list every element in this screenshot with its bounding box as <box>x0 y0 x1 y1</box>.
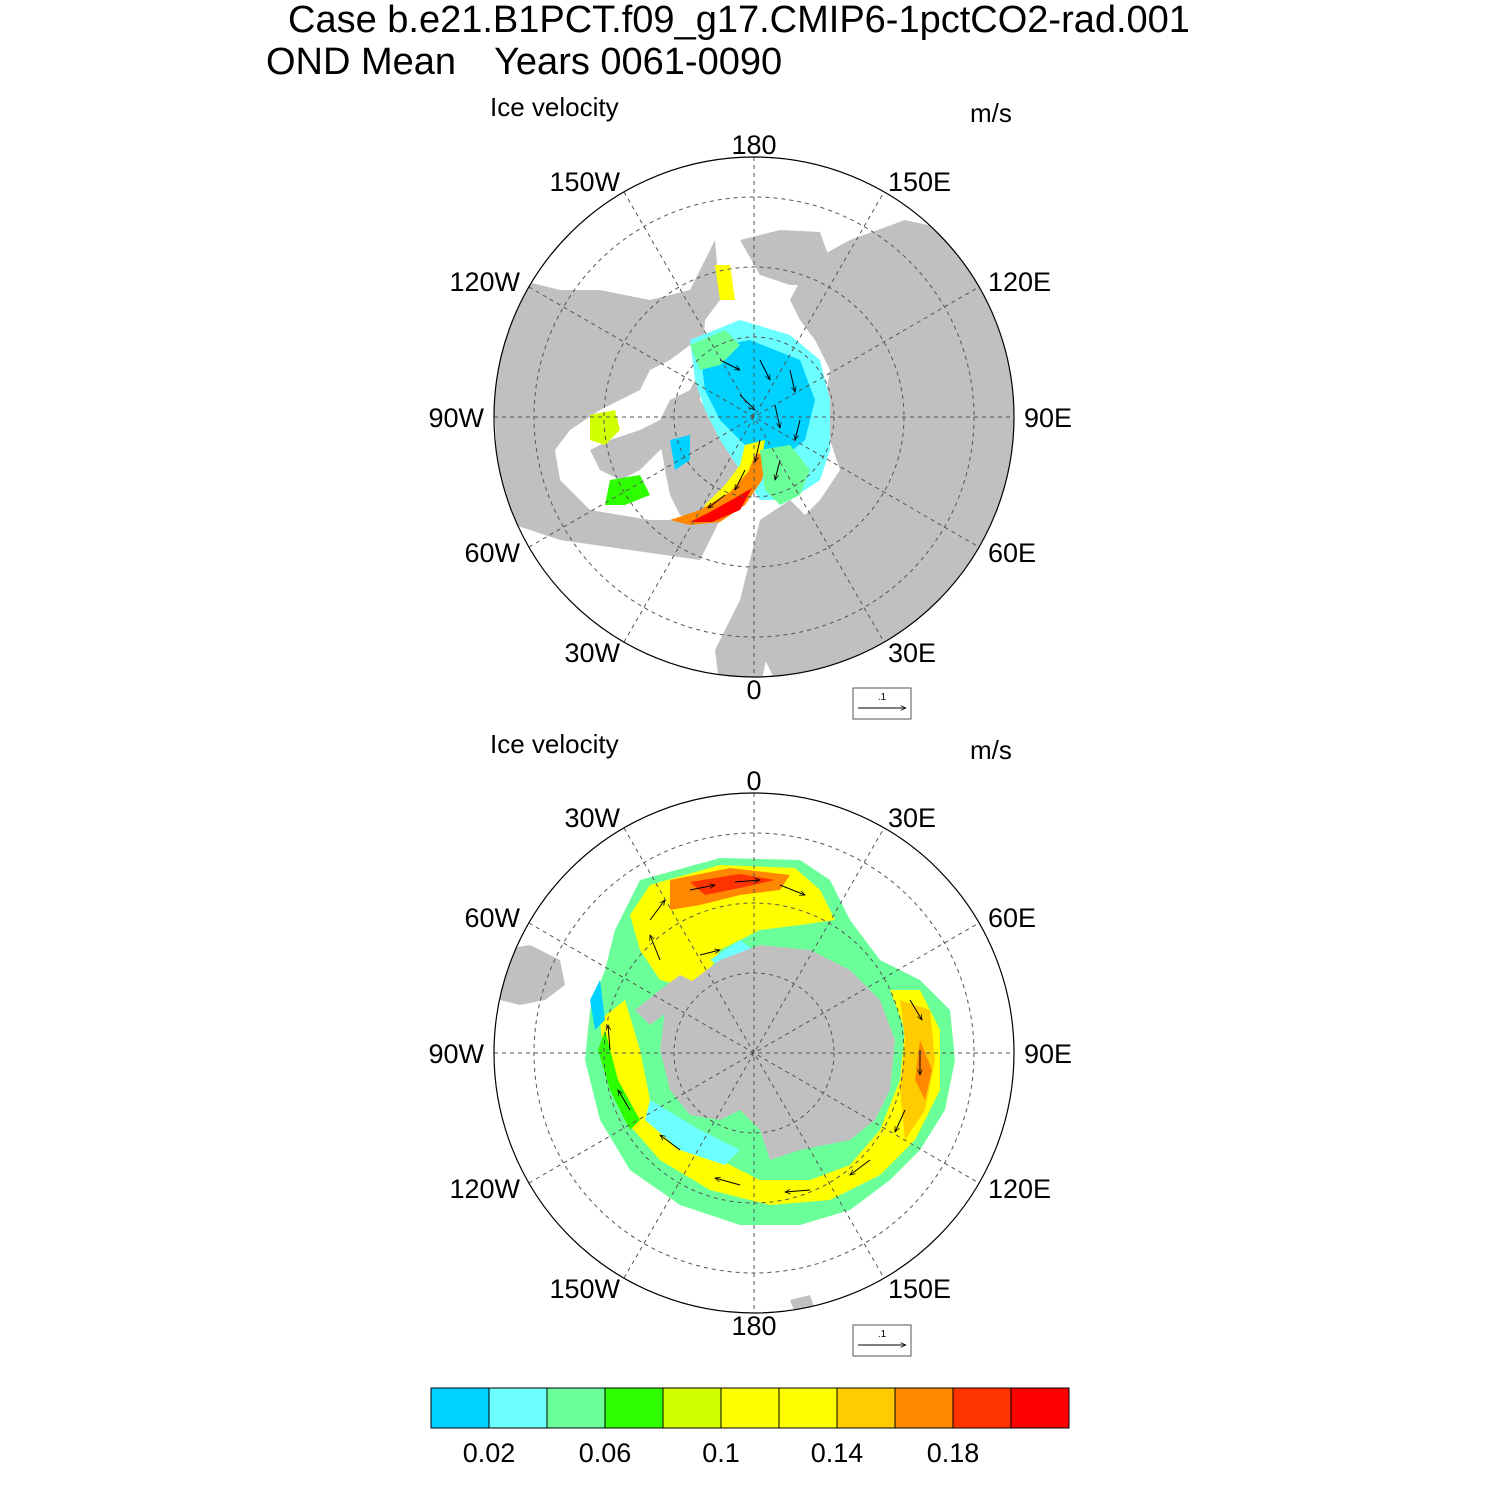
south-lon-top: 0 <box>746 766 761 796</box>
colorbar-swatch <box>778 1387 838 1429</box>
south-lon-120e: 120E <box>988 1174 1051 1204</box>
north-lon-right: 90E <box>1024 403 1072 433</box>
south-lon-30e: 30E <box>888 803 936 833</box>
north-lon-30w: 30W <box>564 638 620 668</box>
north-graticule <box>494 157 1014 677</box>
colorbar-swatch <box>720 1387 780 1429</box>
colorbar-swatch <box>488 1387 548 1429</box>
north-lon-120e: 120E <box>988 267 1051 297</box>
north-lon-60e: 60E <box>988 538 1036 568</box>
title-season-line: OND Mean Years 0061-0090 <box>266 42 782 82</box>
colorbar-tick-label: 0.06 <box>579 1438 632 1468</box>
south-lon-60w: 60W <box>464 903 520 933</box>
south-lon-bottom: 180 <box>731 1311 776 1341</box>
south-lon-left: 90W <box>428 1039 484 1069</box>
south-velocity-arrows <box>608 880 922 1192</box>
colorbar-swatch <box>604 1387 664 1429</box>
south-left-label: Ice velocity <box>490 729 619 759</box>
north-lon-30e: 30E <box>888 638 936 668</box>
colorbar-tick-label: 0.18 <box>927 1438 980 1468</box>
south-lon-150w: 150W <box>549 1274 620 1304</box>
north-lon-60w: 60W <box>464 538 520 568</box>
colorbar: 0.02 0.06 0.1 0.14 0.18 <box>430 1387 1070 1468</box>
north-ref-label: .1 <box>878 692 887 703</box>
title-case-line: Case b.e21.B1PCT.f09_g17.CMIP6-1pctCO2-r… <box>288 0 1190 41</box>
colorbar-tick-label: 0.14 <box>811 1438 864 1468</box>
north-lon-left: 90W <box>428 403 484 433</box>
south-lon-150e: 150E <box>888 1274 951 1304</box>
south-map <box>494 793 1014 1313</box>
south-panel: Ice velocity m/s <box>428 729 1072 1357</box>
north-lon-bottom: 0 <box>746 675 761 705</box>
north-panel: Ice velocity m/s <box>428 92 1072 720</box>
north-map-border <box>493 156 1015 678</box>
colorbar-swatch <box>662 1387 722 1429</box>
colorbar-swatch <box>546 1387 606 1429</box>
north-map <box>494 157 1014 677</box>
south-units-label: m/s <box>970 735 1012 765</box>
colorbar-tick-label: 0.1 <box>702 1438 740 1468</box>
south-lon-120w: 120W <box>449 1174 520 1204</box>
south-lon-30w: 30W <box>564 803 620 833</box>
north-lon-120w: 120W <box>449 267 520 297</box>
south-map-border <box>493 792 1015 1314</box>
colorbar-swatch <box>894 1387 954 1429</box>
colorbar-swatch <box>430 1387 490 1429</box>
north-land <box>494 220 1014 677</box>
title-season: OND Mean <box>266 41 457 83</box>
north-left-label: Ice velocity <box>490 92 619 122</box>
north-lon-150e: 150E <box>888 167 951 197</box>
south-lon-right: 90E <box>1024 1039 1072 1069</box>
north-ice-field <box>590 265 830 525</box>
north-reference-vector: .1 <box>852 687 912 720</box>
south-ref-label: .1 <box>878 1329 887 1340</box>
north-lon-top: 180 <box>731 130 776 160</box>
south-reference-vector: .1 <box>852 1324 912 1357</box>
south-lon-60e: 60E <box>988 903 1036 933</box>
colorbar-swatch <box>836 1387 896 1429</box>
colorbar-swatch <box>1010 1387 1070 1429</box>
colorbar-swatch <box>952 1387 1012 1429</box>
title-years: Years 0061-0090 <box>494 41 783 83</box>
north-lon-150w: 150W <box>549 167 620 197</box>
north-units-label: m/s <box>970 98 1012 128</box>
south-graticule <box>494 793 1014 1313</box>
colorbar-tick-label: 0.02 <box>463 1438 516 1468</box>
